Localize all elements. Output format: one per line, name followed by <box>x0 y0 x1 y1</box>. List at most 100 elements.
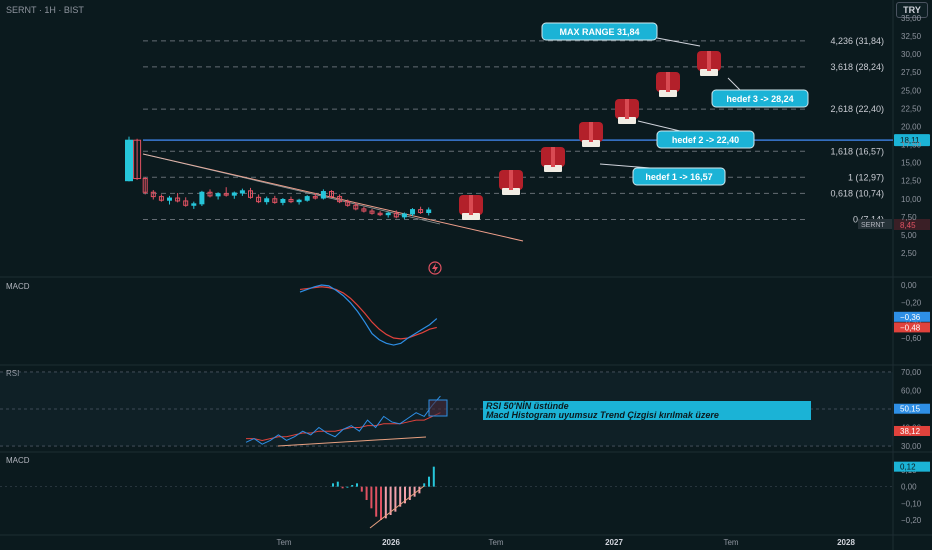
symbol-title: SERNT · 1H · BIST <box>6 5 84 15</box>
callout-pointer <box>599 163 651 169</box>
macd-axis-tick: −0,60 <box>901 334 922 343</box>
price-axis-tick: 35,00 <box>901 14 922 23</box>
candle-body <box>223 193 229 196</box>
fib-level-label: 1,618 (16,57) <box>830 146 884 156</box>
callout-pointer <box>656 37 701 47</box>
hist-bar <box>389 486 392 515</box>
currency-button[interactable]: TRY <box>896 2 928 18</box>
fib-level-label: 0,618 (10,74) <box>830 188 884 198</box>
gift-box-ribbon <box>551 147 555 167</box>
gift-box-base <box>659 90 677 97</box>
callout-label: hedef 1 -> 16,57 <box>645 172 712 182</box>
rsi-line <box>245 395 441 445</box>
candle-body <box>125 139 133 182</box>
candle-body <box>288 198 294 203</box>
candle-body <box>296 199 302 203</box>
gift-box-base <box>582 140 600 147</box>
rsi-ma-badge <box>894 425 930 436</box>
candle-body <box>345 201 351 206</box>
candle-body <box>199 191 205 205</box>
rsi-ma-label: 38,12 <box>900 427 921 436</box>
candle-body <box>337 196 343 203</box>
callout-box <box>541 22 658 41</box>
signal-value-badge <box>894 322 930 333</box>
price-axis-tick: 20,00 <box>901 122 922 131</box>
price-axis-tick: 30,00 <box>901 50 922 59</box>
gift-box-ribbon <box>589 122 593 142</box>
time-axis-label: Tem <box>723 538 738 547</box>
hist-bar <box>336 481 339 487</box>
price-axis-tick: 5,00 <box>901 231 917 240</box>
candle-body <box>239 190 245 194</box>
candle-body <box>231 192 237 196</box>
candle-body <box>393 212 399 218</box>
gift-box-base <box>618 117 636 124</box>
gift-box-base <box>700 69 718 76</box>
price-axis-tick: 22,50 <box>901 104 922 113</box>
price-axis-tick: 17,50 <box>901 141 922 150</box>
fib-level-label: 4,236 (31,84) <box>830 36 884 46</box>
rsi-annotation-line1: RSI 50'NİN üstünde <box>486 401 569 411</box>
rsi-value-badge <box>894 403 930 414</box>
hist-bar <box>365 486 368 500</box>
callout-label: hedef 2 -> 22,40 <box>672 135 739 145</box>
hist-bar <box>408 486 411 500</box>
price-axis-tick: 2,50 <box>901 249 917 258</box>
candle-body <box>385 212 391 216</box>
price-axis-tick: 15,00 <box>901 159 922 168</box>
hist-bar <box>428 476 430 487</box>
candle-body <box>377 212 383 216</box>
candle-body <box>320 191 326 199</box>
symbol-tag <box>858 219 892 229</box>
gift-box-icon <box>579 122 603 147</box>
time-axis-label: 2026 <box>382 538 400 547</box>
time-axis-label: Tem <box>488 538 503 547</box>
gift-box-icon <box>499 170 523 195</box>
hist-value-label: 0,12 <box>900 463 916 472</box>
gift-box-base <box>462 213 480 220</box>
macd-pane-title: MACD <box>6 282 30 291</box>
last-price-badge <box>894 219 930 230</box>
hist-bar <box>332 483 334 487</box>
candle-body <box>175 197 181 202</box>
hist-bar <box>399 486 402 507</box>
hist-value-badge <box>894 461 930 472</box>
hist-bar <box>375 486 378 517</box>
price-axis-tick: 10,00 <box>901 195 922 204</box>
candle-body <box>272 198 278 203</box>
gift-box-base <box>502 188 520 195</box>
candle-body <box>401 213 407 218</box>
callout-box <box>632 167 726 186</box>
price-axis-tick: 27,50 <box>901 68 922 77</box>
hist-bar <box>423 483 426 487</box>
candle-body <box>361 208 367 212</box>
candle-body <box>418 209 424 214</box>
hist-bar <box>370 486 373 509</box>
candle-body <box>207 191 213 197</box>
hist-bar <box>394 486 397 512</box>
candle-body <box>150 191 156 198</box>
macd-signal-line <box>299 286 437 340</box>
inner-trendline <box>142 153 441 225</box>
candle-body <box>142 178 148 193</box>
hist-bar <box>351 485 354 487</box>
candle-body <box>312 196 318 199</box>
time-axis-label: 2028 <box>837 538 855 547</box>
macd-hist-pane-title: MACD <box>6 456 30 465</box>
hist-bar <box>341 486 344 489</box>
rsi-annotation-line2: Macd Histogram uyumsuz Trend Çizgisi kır… <box>486 410 719 420</box>
callout-box <box>656 130 755 149</box>
candle-body <box>353 204 359 210</box>
rsi-pane-title: RSI <box>6 369 19 378</box>
lightning-icon[interactable] <box>428 261 442 275</box>
candle-body <box>264 198 270 203</box>
candle-body <box>158 196 164 201</box>
time-axis-label: Tem <box>276 538 291 547</box>
macd-line <box>299 284 438 346</box>
rsi-annotation: RSI 50'NİN üstünde Macd Histogram uyumsu… <box>483 401 811 420</box>
callout-label: MAX RANGE 31,84 <box>559 27 639 37</box>
candle-body <box>167 197 172 201</box>
price-axis-tick: 25,00 <box>901 86 922 95</box>
current-high-label: 18,11 <box>900 136 920 145</box>
